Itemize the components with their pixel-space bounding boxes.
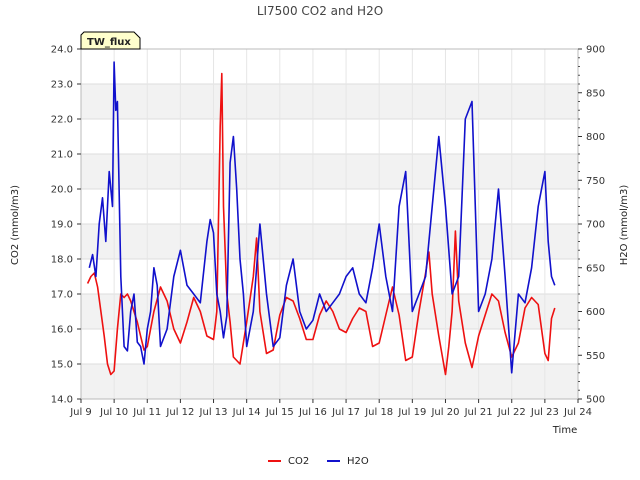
- plot-band: [81, 154, 578, 189]
- left-y-axis: 14.0 15.0 16.0 17.0 18.0 19.0 20.0 21.0 22.0 23.0…: [51, 45, 81, 406]
- x-tick-label: Jul 18: [364, 407, 393, 418]
- plot-band: [81, 364, 578, 399]
- right-y-tick-label: 900: [586, 45, 605, 56]
- right-y-tick-label: 550: [586, 351, 605, 362]
- x-tick-label: Jul 23: [530, 407, 559, 418]
- left-y-axis-label: CO2 (mmol/m3): [10, 185, 21, 265]
- left-y-tick-label: 24.0: [51, 45, 73, 56]
- series-line-co2: [86, 72, 556, 376]
- x-tick-label: Jul 19: [397, 407, 426, 418]
- x-tick-label: Jul 9: [69, 407, 92, 418]
- left-y-tick-label: 17.0: [51, 290, 73, 301]
- right-y-tick-label: 700: [586, 220, 605, 231]
- right-y-tick-label: 800: [586, 132, 605, 143]
- x-tick-label: Jul 24: [563, 407, 592, 418]
- legend: CO2 H2O: [268, 456, 369, 467]
- series-line-h2o: [88, 61, 556, 374]
- left-y-tick-label: 19.0: [51, 220, 73, 231]
- right-y-tick-label: 600: [586, 307, 605, 318]
- badge: TW_flux: [80, 31, 141, 50]
- x-axis: Jul 9 Jul 10 Jul 11 Jul 12 Jul 13 Jul 14 Jul 1…: [69, 399, 592, 418]
- left-y-tick-label: 23.0: [51, 80, 73, 91]
- x-tick-label: Jul 17: [331, 407, 360, 418]
- series-layer: [86, 61, 556, 376]
- x-tick-label: Jul 16: [298, 407, 327, 418]
- right-y-tick-label: 750: [586, 176, 605, 187]
- right-y-tick-label: 850: [586, 88, 605, 99]
- badge-label: TW_flux: [87, 37, 131, 48]
- left-y-tick-label: 14.0: [51, 395, 73, 406]
- left-y-tick-label: 20.0: [51, 185, 73, 196]
- x-tick-label: Jul 21: [464, 407, 493, 418]
- x-axis-label: Time: [552, 425, 577, 436]
- left-y-tick-label: 15.0: [51, 360, 73, 371]
- chart-title: LI7500 CO2 and H2O: [257, 4, 383, 18]
- plot-band: [81, 294, 578, 329]
- legend-label-h2o: H2O: [347, 456, 369, 467]
- x-tick-label: Jul 22: [497, 407, 526, 418]
- left-y-tick-label: 16.0: [51, 325, 73, 336]
- x-tick-label: Jul 10: [99, 407, 128, 418]
- right-y-axis-label: H2O (mmol/m3): [619, 185, 630, 266]
- left-y-tick-label: 22.0: [51, 115, 73, 126]
- right-y-tick-label: 650: [586, 263, 605, 274]
- left-y-tick-label: 21.0: [51, 150, 73, 161]
- left-y-tick-label: 18.0: [51, 255, 73, 266]
- right-y-tick-label: 500: [586, 395, 605, 406]
- x-tick-label: Jul 11: [132, 407, 161, 418]
- x-tick-label: Jul 12: [165, 407, 194, 418]
- x-tick-label: Jul 13: [199, 407, 228, 418]
- right-y-axis: 500 550 600 650 700 750 800 850 900: [578, 45, 605, 406]
- x-tick-label: Jul 14: [232, 407, 261, 418]
- legend-label-co2: CO2: [288, 456, 309, 467]
- x-tick-label: Jul 15: [265, 407, 294, 418]
- x-tick-label: Jul 20: [430, 407, 459, 418]
- badge-shape: [80, 31, 141, 50]
- plot-band: [81, 84, 578, 119]
